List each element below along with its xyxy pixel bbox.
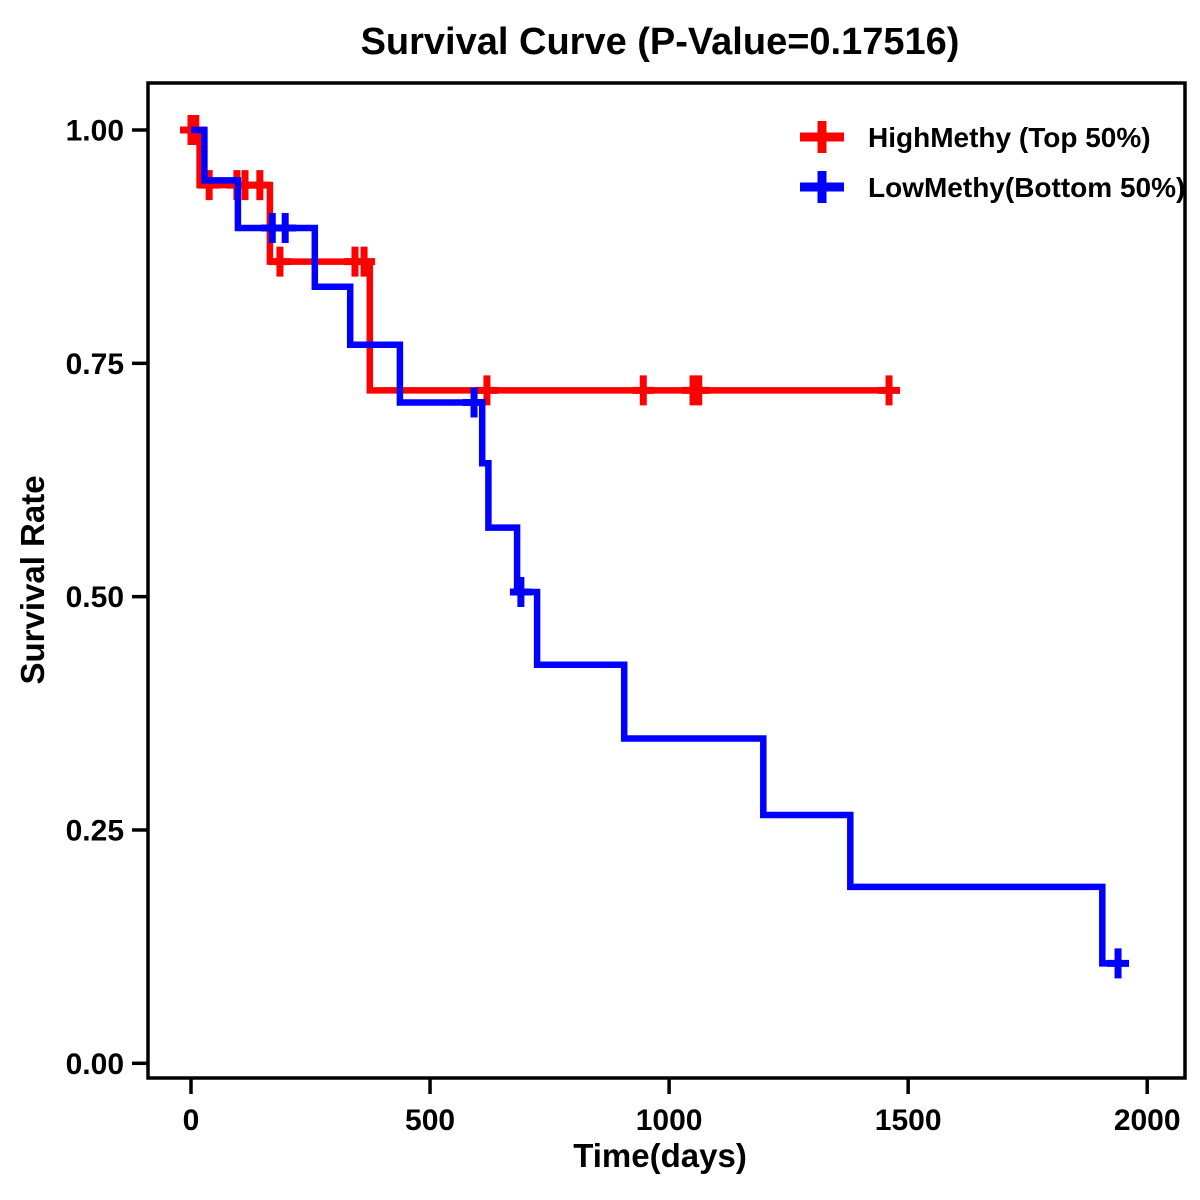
y-axis-label: Survival Rate xyxy=(14,475,51,684)
censor-mark-highmethy xyxy=(268,246,291,277)
chart-title: Survival Curve (P-Value=0.17516) xyxy=(361,21,960,63)
x-axis-ticks: 0 500 1000 1500 2000 xyxy=(183,1078,1181,1137)
y-tick-label: 1.00 xyxy=(66,115,124,148)
legend-label-lowmethy: LowMethy(Bottom 50%) xyxy=(868,172,1185,203)
x-tick-label: 1500 xyxy=(875,1104,942,1137)
censor-mark-highmethy xyxy=(198,170,221,201)
plot-area-border xyxy=(146,81,1187,1080)
censor-mark-highmethy xyxy=(632,375,655,406)
x-axis-label: Time(days) xyxy=(573,1137,747,1174)
y-tick-label: 0.00 xyxy=(66,1048,124,1081)
y-tick-label: 0.25 xyxy=(66,814,124,847)
x-tick-label: 2000 xyxy=(1114,1104,1181,1137)
x-tick-label: 0 xyxy=(183,1104,200,1137)
x-tick-label: 500 xyxy=(405,1104,455,1137)
censor-mark-highmethy xyxy=(475,375,498,406)
legend: HighMethy (Top 50%) LowMethy(Bottom 50%) xyxy=(800,121,1185,203)
censor-mark-highmethy xyxy=(687,375,710,406)
censor-mark-lowmethy xyxy=(463,387,486,418)
censor-mark-highmethy xyxy=(878,375,901,406)
censor-mark-highmethy xyxy=(248,170,271,201)
censor-mark-lowmethy xyxy=(274,212,297,243)
x-tick-label: 1000 xyxy=(636,1104,703,1137)
censor-mark-lowmethy xyxy=(509,576,532,607)
y-axis-ticks: 1.00 0.75 0.50 0.25 0.00 xyxy=(66,115,148,1081)
legend-marker-highmethy xyxy=(800,121,844,153)
censor-mark-highmethy xyxy=(353,246,376,277)
legend-marker-lowmethy xyxy=(800,171,844,203)
y-tick-label: 0.75 xyxy=(66,348,124,381)
series-curves xyxy=(180,115,1130,979)
survival-step-curve-lowmethy xyxy=(191,126,1124,967)
survival-step-curve-highmethy xyxy=(191,126,894,394)
y-tick-label: 0.50 xyxy=(66,581,124,614)
censor-mark-lowmethy xyxy=(1107,948,1130,979)
legend-label-highmethy: HighMethy (Top 50%) xyxy=(868,122,1151,153)
